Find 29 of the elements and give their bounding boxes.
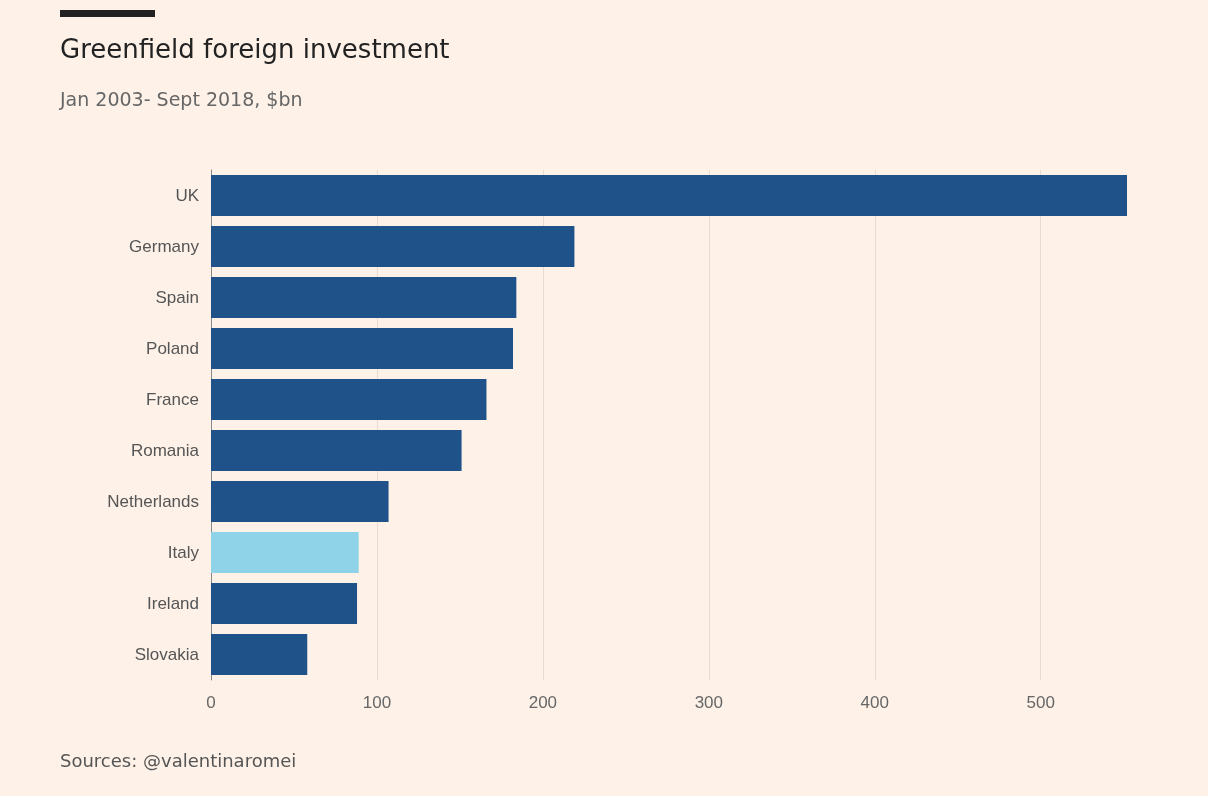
bar [211,379,487,420]
x-tick-label: 500 [1026,693,1055,712]
bar [211,481,389,522]
chart-subtitle: Jan 2003- Sept 2018, $bn [60,88,303,110]
bar [211,277,517,318]
y-tick-label: Netherlands [107,492,199,511]
source-note: Sources: @valentinaromei [60,750,297,771]
y-tick-label: Romania [130,441,200,460]
y-tick-label: Germany [129,237,200,256]
chart-title: Greenfield foreign investment [60,34,450,64]
y-tick-label: France [146,390,199,409]
x-tick-label: 0 [206,693,216,712]
x-tick-label: 100 [362,693,392,712]
bar [211,226,575,267]
y-tick-label: Italy [167,543,200,562]
x-tick-label: 200 [528,693,558,712]
bar [211,634,308,675]
bar [211,532,359,573]
y-tick-label: Ireland [147,594,199,613]
bar [211,175,1127,216]
bar [211,328,514,369]
y-tick-label: Slovakia [134,645,200,664]
bar [211,430,462,471]
y-tick-label: Poland [146,339,199,358]
bar [211,583,358,624]
y-tick-label: Spain [155,288,199,307]
x-tick-label: 400 [860,693,889,712]
y-tick-label: UK [175,186,200,205]
x-tick-label: 300 [694,693,724,712]
